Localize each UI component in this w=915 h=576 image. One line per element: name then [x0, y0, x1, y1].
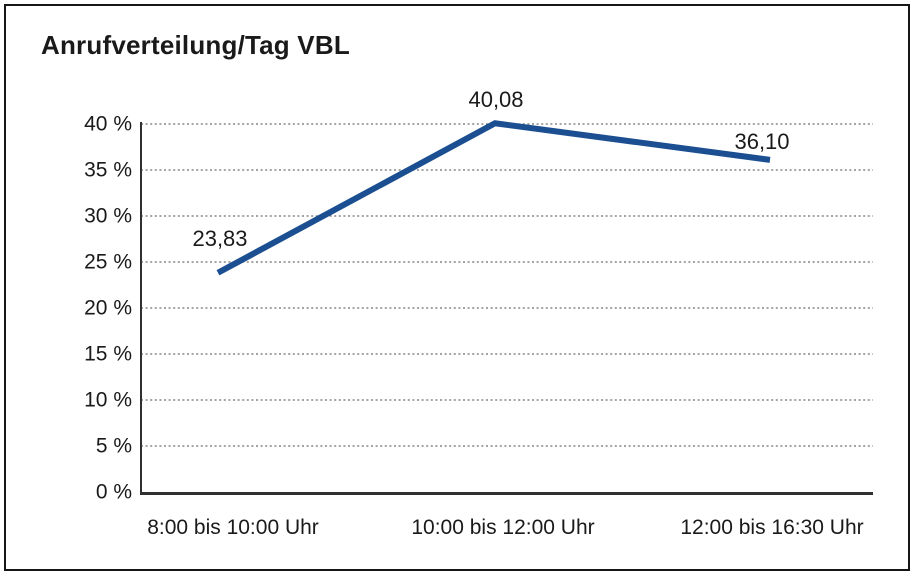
y-tick-label: 20 %: [84, 296, 132, 320]
y-tick-label: 40 %: [84, 112, 132, 136]
x-tick-label: 8:00 bis 10:00 Uhr: [147, 516, 319, 539]
x-tick-label: 10:00 bis 12:00 Uhr: [411, 516, 595, 539]
y-tick-label: 25 %: [84, 250, 132, 274]
y-tick-label: 30 %: [84, 204, 132, 228]
y-tick-label: 5 %: [95, 434, 132, 458]
y-tick-label: 35 %: [84, 158, 132, 182]
x-tick-label: 12:00 bis 16:30 Uhr: [680, 516, 864, 539]
y-tick-label: 0 %: [95, 480, 132, 504]
data-point-label: 40,08: [468, 87, 524, 113]
data-series-line: [216, 120, 771, 276]
data-point-label: 23,83: [192, 225, 248, 251]
chart-title: Anrufverteilung/Tag VBL: [41, 30, 350, 60]
gridlines-group: [141, 123, 873, 447]
y-tick-label: 15 %: [84, 342, 132, 366]
data-point-label: 36,10: [734, 128, 790, 154]
y-tick-label: 10 %: [84, 388, 132, 412]
